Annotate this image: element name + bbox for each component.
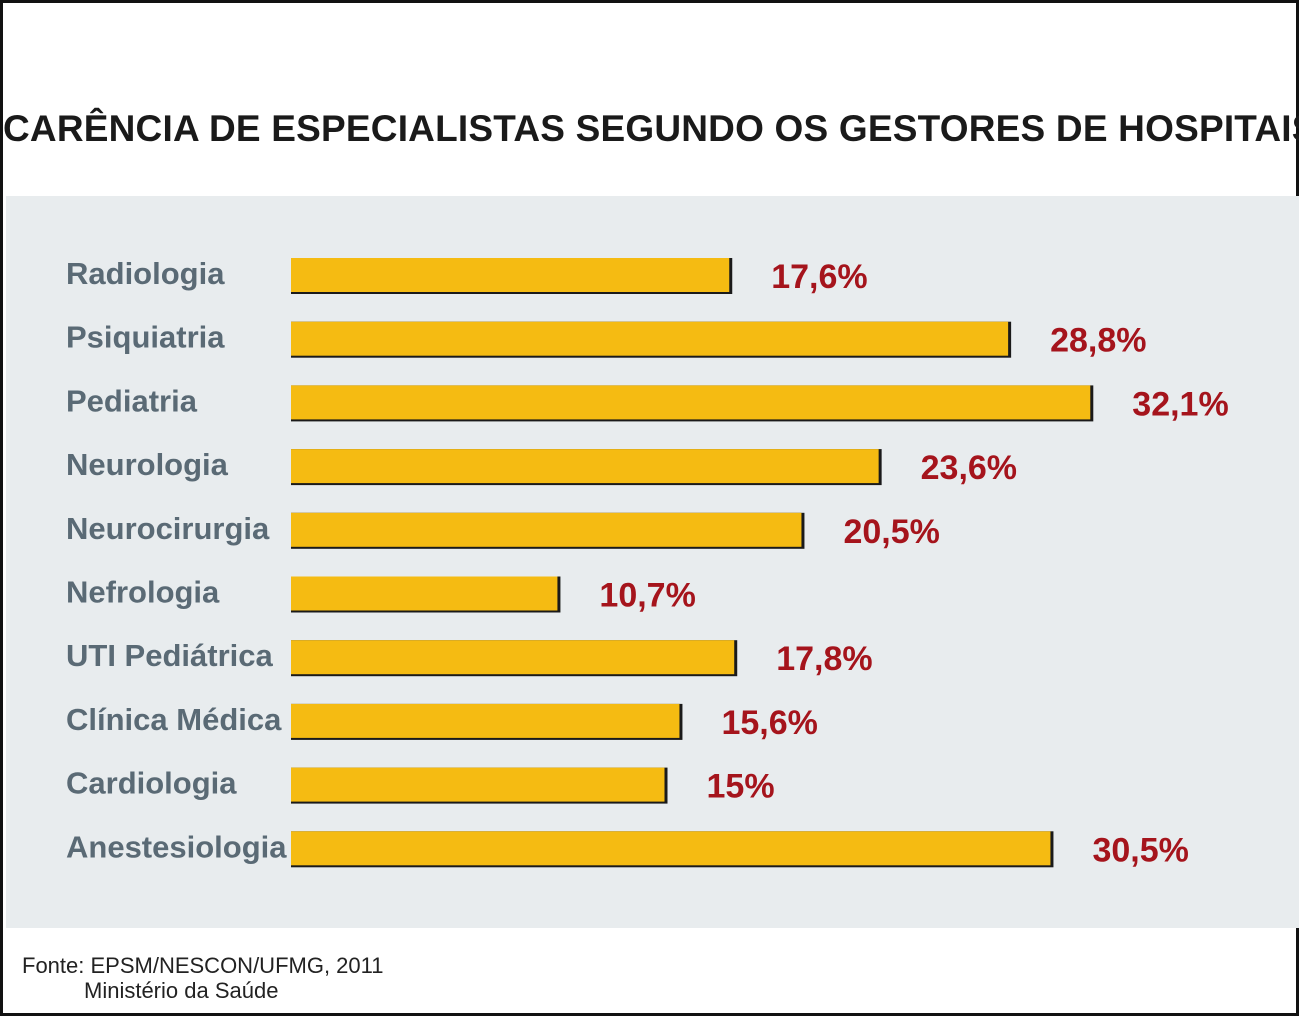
value-label-nefrologia: 10,7% (599, 577, 695, 615)
category-label-psiquiatria: Psiquiatria (66, 320, 225, 355)
bar-uti-pediatrica (291, 640, 735, 675)
value-label-radiologia: 17,6% (771, 258, 867, 296)
value-label-neurologia: 23,6% (921, 449, 1017, 487)
value-label-cardiologia: 15% (707, 768, 775, 806)
chart-title: CARÊNCIA DE ESPECIALISTAS SEGUNDO OS GES… (3, 108, 1299, 149)
category-label-anestesiologia: Anestesiologia (66, 829, 287, 864)
category-label-nefrologia: Nefrologia (66, 575, 220, 610)
category-label-radiologia: Radiologia (66, 256, 225, 291)
bar-clinica-medica (291, 703, 680, 738)
bar-cardiologia (291, 767, 665, 802)
value-label-psiquiatria: 28,8% (1050, 322, 1146, 360)
category-label-pediatria: Pediatria (66, 383, 198, 418)
source-line-1: Fonte: EPSM/NESCON/UFMG, 2011 (22, 953, 384, 978)
category-label-uti-pediatrica: UTI Pediátrica (66, 638, 273, 673)
bar-nefrologia (291, 576, 558, 611)
category-label-neurocirurgia: Neurocirurgia (66, 511, 270, 546)
value-label-neurocirurgia: 20,5% (843, 513, 939, 551)
bar-chart: Radiologia 17,6% Psiquiatria 28,8% Pediatria… (66, 256, 1229, 869)
category-label-cardiologia: Cardiologia (66, 766, 237, 801)
category-label-clinica-medica: Clínica Médica (66, 702, 282, 737)
value-label-pediatria: 32,1% (1132, 385, 1228, 423)
value-label-anestesiologia: 30,5% (1092, 831, 1188, 869)
source-line-2: Ministério da Saúde (84, 978, 279, 1003)
category-label-neurologia: Neurologia (66, 447, 229, 482)
value-label-uti-pediatrica: 17,8% (776, 640, 872, 678)
bar-neurologia (291, 449, 879, 484)
bar-neurocirurgia (291, 512, 802, 547)
bar-radiologia (291, 258, 730, 292)
bar-pediatria (291, 385, 1091, 420)
source-note: Fonte: EPSM/NESCON/UFMG, 2011 Ministério… (22, 953, 383, 1003)
value-label-clinica-medica: 15,6% (721, 704, 817, 742)
bar-anestesiologia (291, 831, 1051, 866)
chart-panel: Radiologia 17,6% Psiquiatria 28,8% Pediatria… (6, 196, 1299, 928)
bar-psiquiatria (291, 321, 1009, 356)
